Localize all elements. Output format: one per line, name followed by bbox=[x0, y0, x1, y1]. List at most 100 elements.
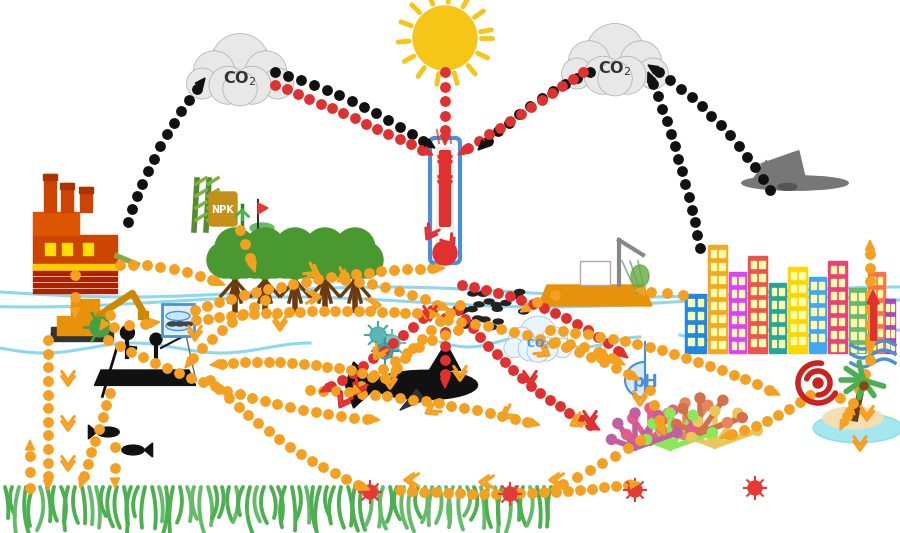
Point bbox=[453, 489, 467, 498]
Polygon shape bbox=[111, 478, 120, 488]
Bar bbox=[849, 288, 866, 353]
Bar bbox=[732, 316, 736, 323]
Bar bbox=[812, 321, 816, 328]
Circle shape bbox=[245, 228, 285, 268]
Circle shape bbox=[648, 418, 658, 429]
Point bbox=[272, 435, 286, 443]
Circle shape bbox=[688, 410, 698, 420]
Polygon shape bbox=[195, 78, 205, 88]
Point bbox=[220, 386, 235, 395]
Point bbox=[403, 140, 418, 149]
Bar bbox=[711, 341, 716, 348]
Point bbox=[103, 311, 117, 319]
Circle shape bbox=[678, 403, 688, 414]
Point bbox=[171, 369, 185, 377]
Point bbox=[437, 82, 452, 91]
Ellipse shape bbox=[778, 183, 796, 190]
Point bbox=[597, 358, 611, 367]
Point bbox=[793, 398, 807, 406]
Point bbox=[470, 406, 484, 415]
Point bbox=[346, 414, 361, 422]
Point bbox=[302, 386, 317, 394]
Ellipse shape bbox=[455, 309, 465, 314]
Point bbox=[568, 328, 582, 337]
Point bbox=[245, 394, 259, 402]
Point bbox=[410, 309, 424, 318]
Point bbox=[748, 163, 762, 172]
Bar bbox=[71, 299, 99, 317]
Point bbox=[225, 318, 239, 326]
Bar bbox=[711, 328, 716, 335]
Point bbox=[572, 415, 587, 423]
Bar bbox=[831, 305, 836, 312]
Polygon shape bbox=[629, 372, 640, 380]
Circle shape bbox=[642, 434, 652, 445]
Bar bbox=[885, 299, 895, 353]
Point bbox=[22, 452, 37, 461]
Circle shape bbox=[569, 41, 610, 82]
Point bbox=[212, 298, 227, 306]
Point bbox=[503, 116, 517, 125]
Point bbox=[418, 397, 433, 406]
Bar bbox=[878, 329, 883, 336]
Point bbox=[208, 382, 222, 391]
Bar bbox=[878, 290, 883, 297]
Bar bbox=[779, 301, 784, 308]
Point bbox=[570, 473, 584, 482]
Bar bbox=[859, 345, 864, 352]
Polygon shape bbox=[617, 349, 628, 358]
Bar bbox=[760, 300, 765, 307]
Point bbox=[583, 68, 598, 76]
Point bbox=[22, 468, 37, 477]
Point bbox=[643, 343, 657, 351]
Circle shape bbox=[584, 56, 622, 94]
Polygon shape bbox=[149, 319, 160, 328]
Point bbox=[633, 436, 647, 445]
Point bbox=[577, 343, 591, 352]
Point bbox=[441, 316, 455, 324]
Bar bbox=[799, 311, 805, 318]
Point bbox=[481, 136, 495, 145]
Bar bbox=[60, 182, 73, 212]
Bar bbox=[839, 292, 844, 299]
Polygon shape bbox=[629, 480, 640, 489]
Bar bbox=[831, 318, 836, 325]
Bar bbox=[779, 340, 784, 347]
Circle shape bbox=[695, 393, 705, 403]
Point bbox=[601, 339, 616, 348]
Bar bbox=[760, 326, 765, 333]
Circle shape bbox=[748, 481, 762, 495]
Bar bbox=[771, 327, 776, 334]
Point bbox=[268, 68, 283, 76]
Point bbox=[112, 261, 127, 269]
Point bbox=[406, 395, 420, 404]
Point bbox=[195, 378, 210, 386]
Point bbox=[391, 364, 405, 372]
Point bbox=[189, 85, 203, 93]
Circle shape bbox=[710, 406, 720, 416]
Polygon shape bbox=[422, 147, 433, 155]
Point bbox=[320, 362, 335, 371]
Point bbox=[530, 298, 544, 306]
Polygon shape bbox=[538, 285, 652, 306]
Bar bbox=[739, 277, 744, 284]
Polygon shape bbox=[78, 477, 87, 488]
Bar bbox=[799, 272, 805, 279]
Bar bbox=[851, 293, 856, 300]
Point bbox=[374, 308, 389, 316]
Point bbox=[431, 399, 446, 408]
Point bbox=[359, 119, 374, 128]
Point bbox=[226, 359, 240, 367]
Point bbox=[243, 254, 257, 262]
Circle shape bbox=[534, 337, 558, 361]
Bar bbox=[44, 174, 56, 212]
FancyBboxPatch shape bbox=[439, 150, 451, 227]
Point bbox=[428, 488, 443, 497]
Point bbox=[200, 302, 214, 310]
Bar bbox=[78, 187, 93, 193]
Point bbox=[520, 331, 535, 340]
Point bbox=[437, 68, 452, 76]
Point bbox=[356, 361, 371, 370]
Point bbox=[328, 469, 342, 478]
Bar bbox=[870, 290, 875, 297]
